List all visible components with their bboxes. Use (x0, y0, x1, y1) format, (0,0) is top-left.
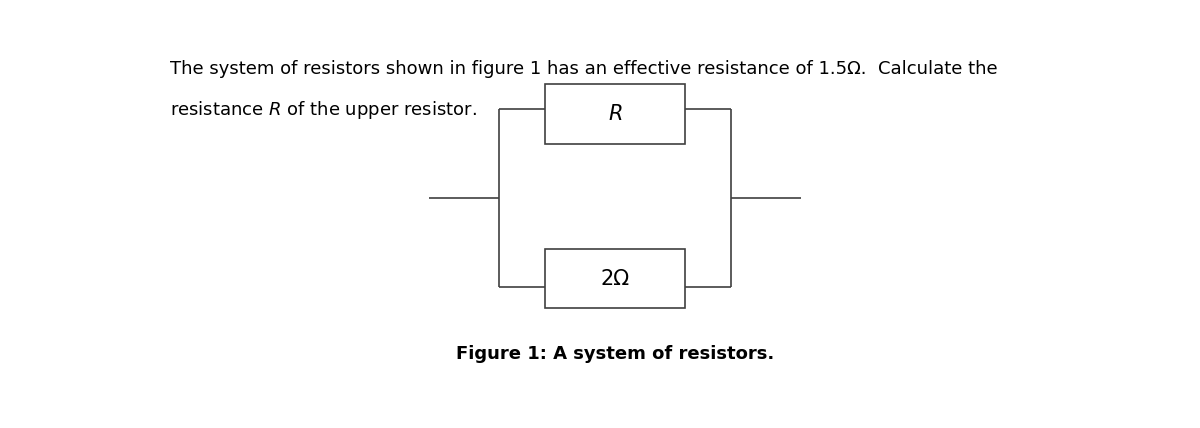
Text: 2Ω: 2Ω (600, 269, 630, 289)
Bar (545, 84, 685, 144)
Text: Figure 1: A system of resistors.: Figure 1: A system of resistors. (456, 345, 774, 363)
Text: resistance $R$ of the upper resistor.: resistance $R$ of the upper resistor. (170, 99, 478, 121)
Bar (545, 249, 685, 309)
Text: $R$: $R$ (607, 104, 623, 124)
Text: The system of resistors shown in figure 1 has an effective resistance of 1.5Ω.  : The system of resistors shown in figure … (170, 59, 998, 77)
